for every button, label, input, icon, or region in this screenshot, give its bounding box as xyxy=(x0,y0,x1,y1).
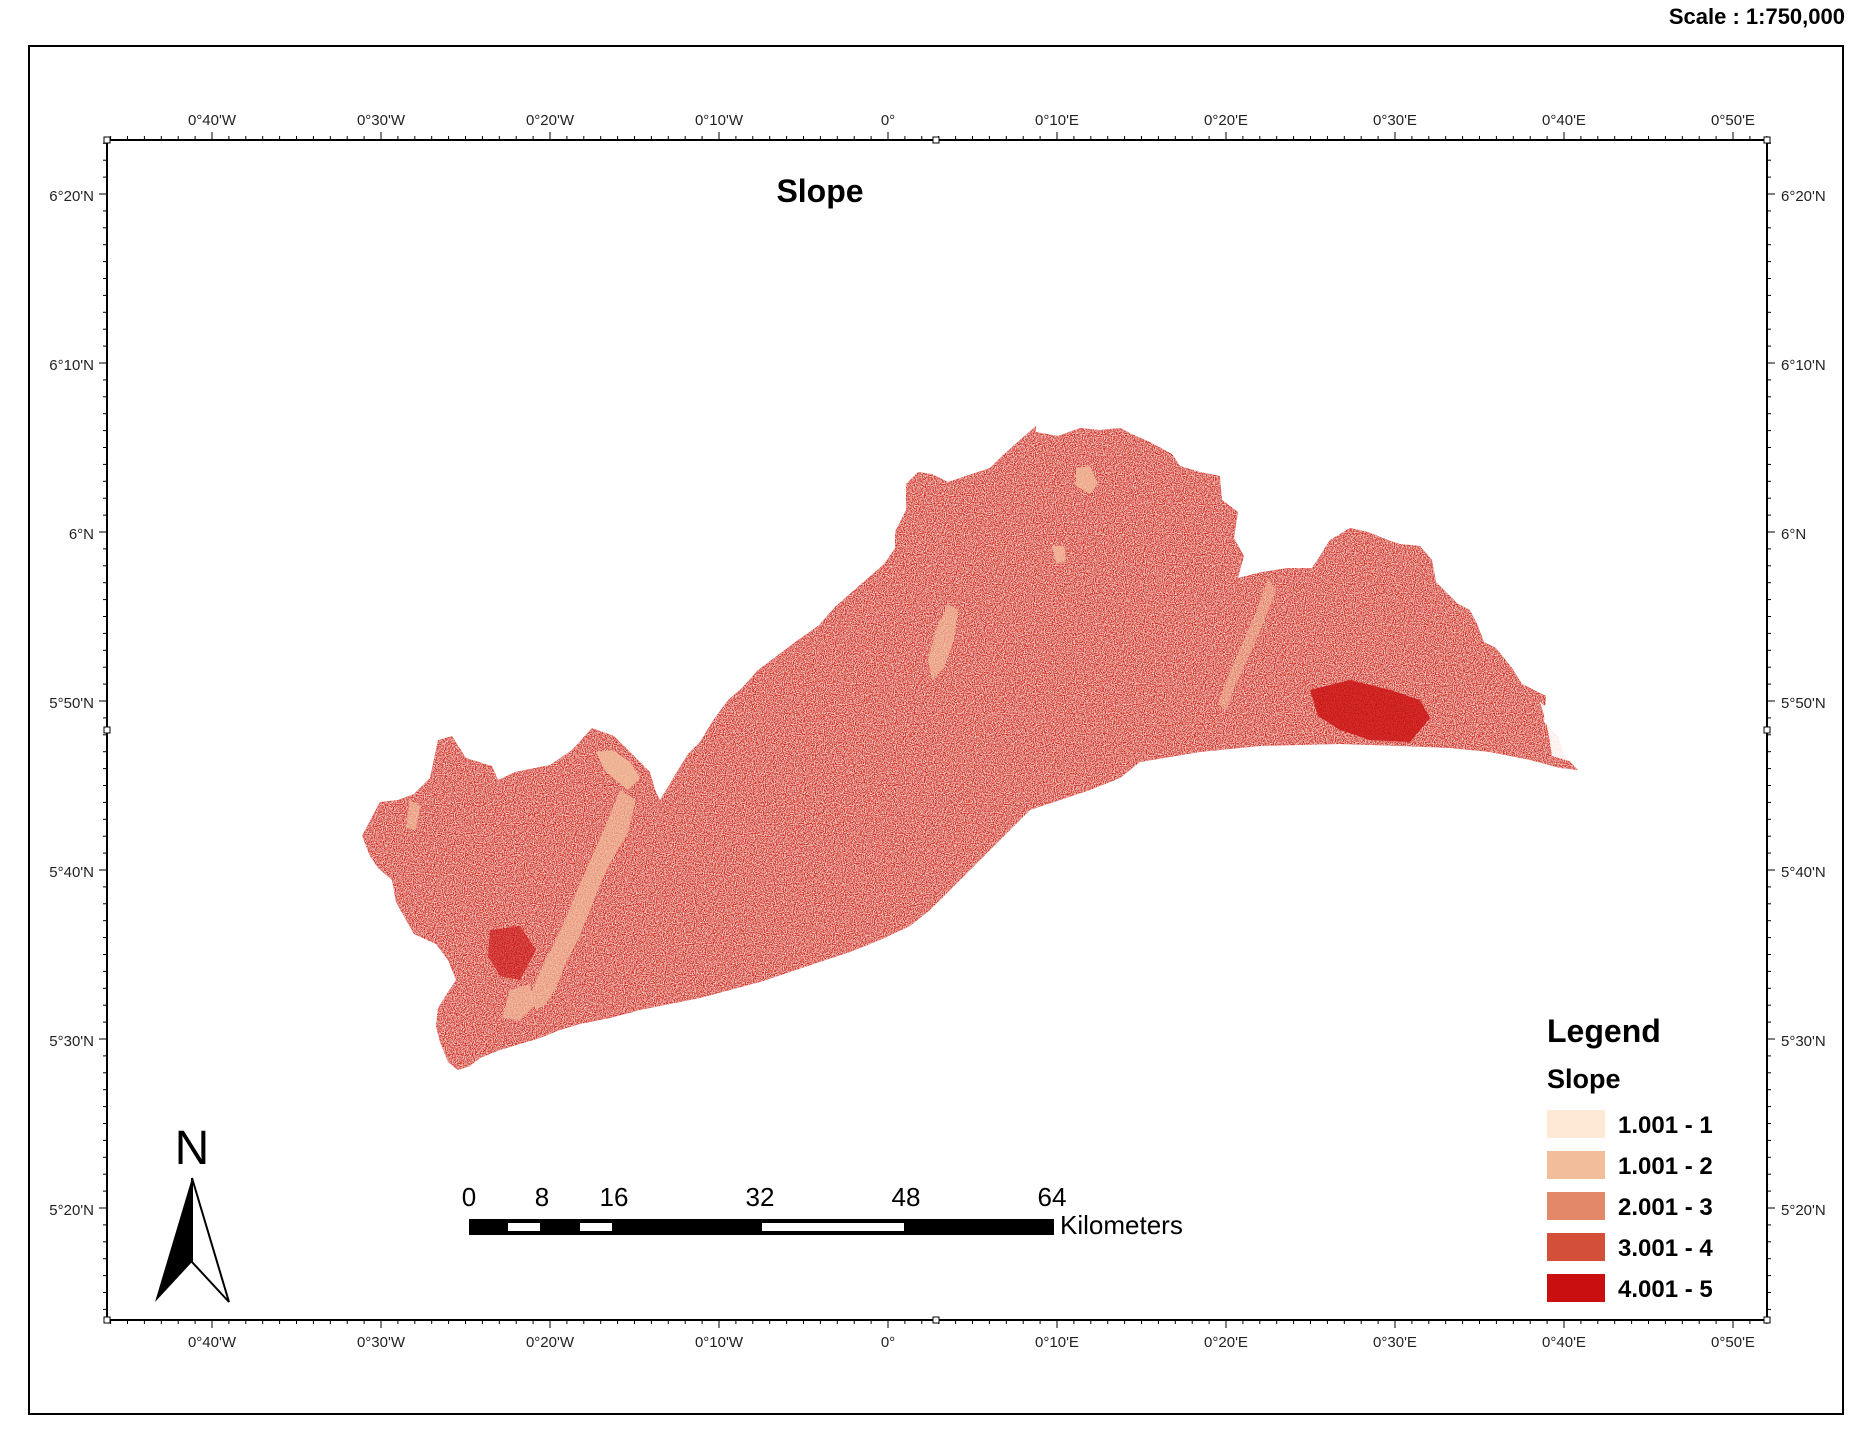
frame-corner-marks xyxy=(103,136,1771,1324)
lat-label-left: 5°20'N xyxy=(49,1202,94,1219)
slope-raster-region xyxy=(362,426,1578,1070)
lat-label-left: 6°20'N xyxy=(49,188,94,205)
north-arrow-icon xyxy=(155,1178,192,1302)
legend-label: 3.001 - 4 xyxy=(1618,1235,1713,1262)
lat-label-right: 5°20'N xyxy=(1781,1202,1826,1219)
scale-bar-tick-label: 64 xyxy=(1038,1182,1067,1212)
map-layout-frame xyxy=(28,45,1844,1415)
lat-label-right: 5°30'N xyxy=(1781,1033,1826,1050)
lon-label-bottom: 0°10'E xyxy=(1035,1334,1079,1351)
scale-bar-tick-label: 32 xyxy=(746,1182,775,1212)
legend-swatch xyxy=(1547,1233,1605,1261)
lat-label-left: 5°30'N xyxy=(49,1033,94,1050)
legend-label: 4.001 - 5 xyxy=(1618,1276,1713,1303)
lon-label-bottom: 0° xyxy=(881,1334,895,1351)
scale-bar: 0 8 16 32 48 64 Kilometers xyxy=(462,1182,1183,1240)
lon-label-top: 0° xyxy=(881,112,895,129)
legend-swatch xyxy=(1547,1274,1605,1302)
lat-label-left: 6°N xyxy=(69,526,94,543)
legend: Legend Slope 1.001 - 1 1.001 - 2 2.001 - 3… xyxy=(1547,1013,1713,1303)
scale-bar-tick-label: 0 xyxy=(462,1182,476,1212)
legend-label: 1.001 - 1 xyxy=(1618,1112,1713,1139)
legend-label: 2.001 - 3 xyxy=(1618,1194,1713,1221)
map-scale-text: Scale : 1:750,000 xyxy=(1668,4,1845,29)
lat-label-left: 6°10'N xyxy=(49,357,94,374)
lon-label-top: 0°30'E xyxy=(1373,112,1417,129)
right-latitude-labels: 6°20'N 6°10'N 6°N 5°50'N 5°40'N 5°30'N 5… xyxy=(1781,188,1826,1219)
legend-swatch xyxy=(1547,1151,1605,1179)
lon-label-bottom: 0°30'W xyxy=(357,1334,406,1351)
legend-label: 1.001 - 2 xyxy=(1618,1153,1713,1180)
top-longitude-labels: 0°40'W 0°30'W 0°20'W 0°10'W 0° 0°10'E 0°… xyxy=(188,112,1755,129)
lat-label-left: 5°40'N xyxy=(49,864,94,881)
lon-label-bottom: 0°40'W xyxy=(188,1334,237,1351)
lon-label-bottom: 0°10'W xyxy=(695,1334,744,1351)
lat-label-right: 5°40'N xyxy=(1781,864,1826,881)
legend-subtitle: Slope xyxy=(1547,1064,1621,1094)
lon-label-top: 0°20'E xyxy=(1204,112,1248,129)
lat-label-right: 6°10'N xyxy=(1781,357,1826,374)
lon-label-top: 0°40'E xyxy=(1542,112,1586,129)
lon-label-bottom: 0°20'W xyxy=(526,1334,575,1351)
scale-bar-tick-label: 16 xyxy=(600,1182,629,1212)
lon-label-top: 0°10'W xyxy=(695,112,744,129)
lon-label-bottom: 0°50'E xyxy=(1711,1334,1755,1351)
legend-items: 1.001 - 1 1.001 - 2 2.001 - 3 3.001 - 4 4.00… xyxy=(1547,1110,1713,1303)
legend-title: Legend xyxy=(1547,1013,1661,1049)
lon-label-top: 0°30'W xyxy=(357,112,406,129)
left-latitude-labels: 6°20'N 6°10'N 6°N 5°50'N 5°40'N 5°30'N 5… xyxy=(49,188,94,1219)
lat-label-right: 5°50'N xyxy=(1781,695,1826,712)
lon-label-bottom: 0°40'E xyxy=(1542,1334,1586,1351)
scale-bar-tick-label: 8 xyxy=(535,1182,549,1212)
lon-label-top: 0°40'W xyxy=(188,112,237,129)
lon-label-bottom: 0°20'E xyxy=(1204,1334,1248,1351)
graticule-ticks xyxy=(99,132,1775,1328)
scale-bar-unit: Kilometers xyxy=(1060,1210,1183,1240)
north-arrow: N xyxy=(155,1122,230,1303)
map-title: Slope xyxy=(776,173,863,209)
lon-label-top: 0°50'E xyxy=(1711,112,1755,129)
lat-label-left: 5°50'N xyxy=(49,695,94,712)
lon-label-top: 0°20'W xyxy=(526,112,575,129)
scale-bar-tick-label: 48 xyxy=(892,1182,921,1212)
lat-label-right: 6°N xyxy=(1781,526,1806,543)
bottom-longitude-labels: 0°40'W 0°30'W 0°20'W 0°10'W 0° 0°10'E 0°… xyxy=(188,1334,1755,1351)
legend-swatch xyxy=(1547,1110,1605,1138)
lat-label-right: 6°20'N xyxy=(1781,188,1826,205)
lon-label-top: 0°10'E xyxy=(1035,112,1079,129)
north-label: N xyxy=(175,1122,210,1175)
lon-label-bottom: 0°30'E xyxy=(1373,1334,1417,1351)
legend-swatch xyxy=(1547,1192,1605,1220)
